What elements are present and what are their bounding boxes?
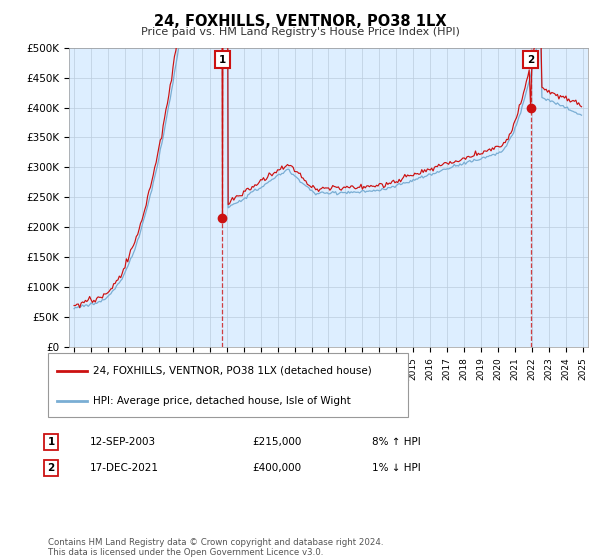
- Text: 1: 1: [47, 437, 55, 447]
- Text: Price paid vs. HM Land Registry's House Price Index (HPI): Price paid vs. HM Land Registry's House …: [140, 27, 460, 37]
- Text: 1: 1: [219, 54, 226, 64]
- Text: HPI: Average price, detached house, Isle of Wight: HPI: Average price, detached house, Isle…: [93, 396, 351, 406]
- Text: £215,000: £215,000: [252, 437, 301, 447]
- Text: 24, FOXHILLS, VENTNOR, PO38 1LX: 24, FOXHILLS, VENTNOR, PO38 1LX: [154, 14, 446, 29]
- Text: 2: 2: [527, 54, 534, 64]
- Text: 24, FOXHILLS, VENTNOR, PO38 1LX (detached house): 24, FOXHILLS, VENTNOR, PO38 1LX (detache…: [93, 366, 372, 376]
- Text: 8% ↑ HPI: 8% ↑ HPI: [372, 437, 421, 447]
- Text: £400,000: £400,000: [252, 463, 301, 473]
- Text: 12-SEP-2003: 12-SEP-2003: [90, 437, 156, 447]
- Text: Contains HM Land Registry data © Crown copyright and database right 2024.
This d: Contains HM Land Registry data © Crown c…: [48, 538, 383, 557]
- Text: 2: 2: [47, 463, 55, 473]
- Text: 17-DEC-2021: 17-DEC-2021: [90, 463, 159, 473]
- Text: 1% ↓ HPI: 1% ↓ HPI: [372, 463, 421, 473]
